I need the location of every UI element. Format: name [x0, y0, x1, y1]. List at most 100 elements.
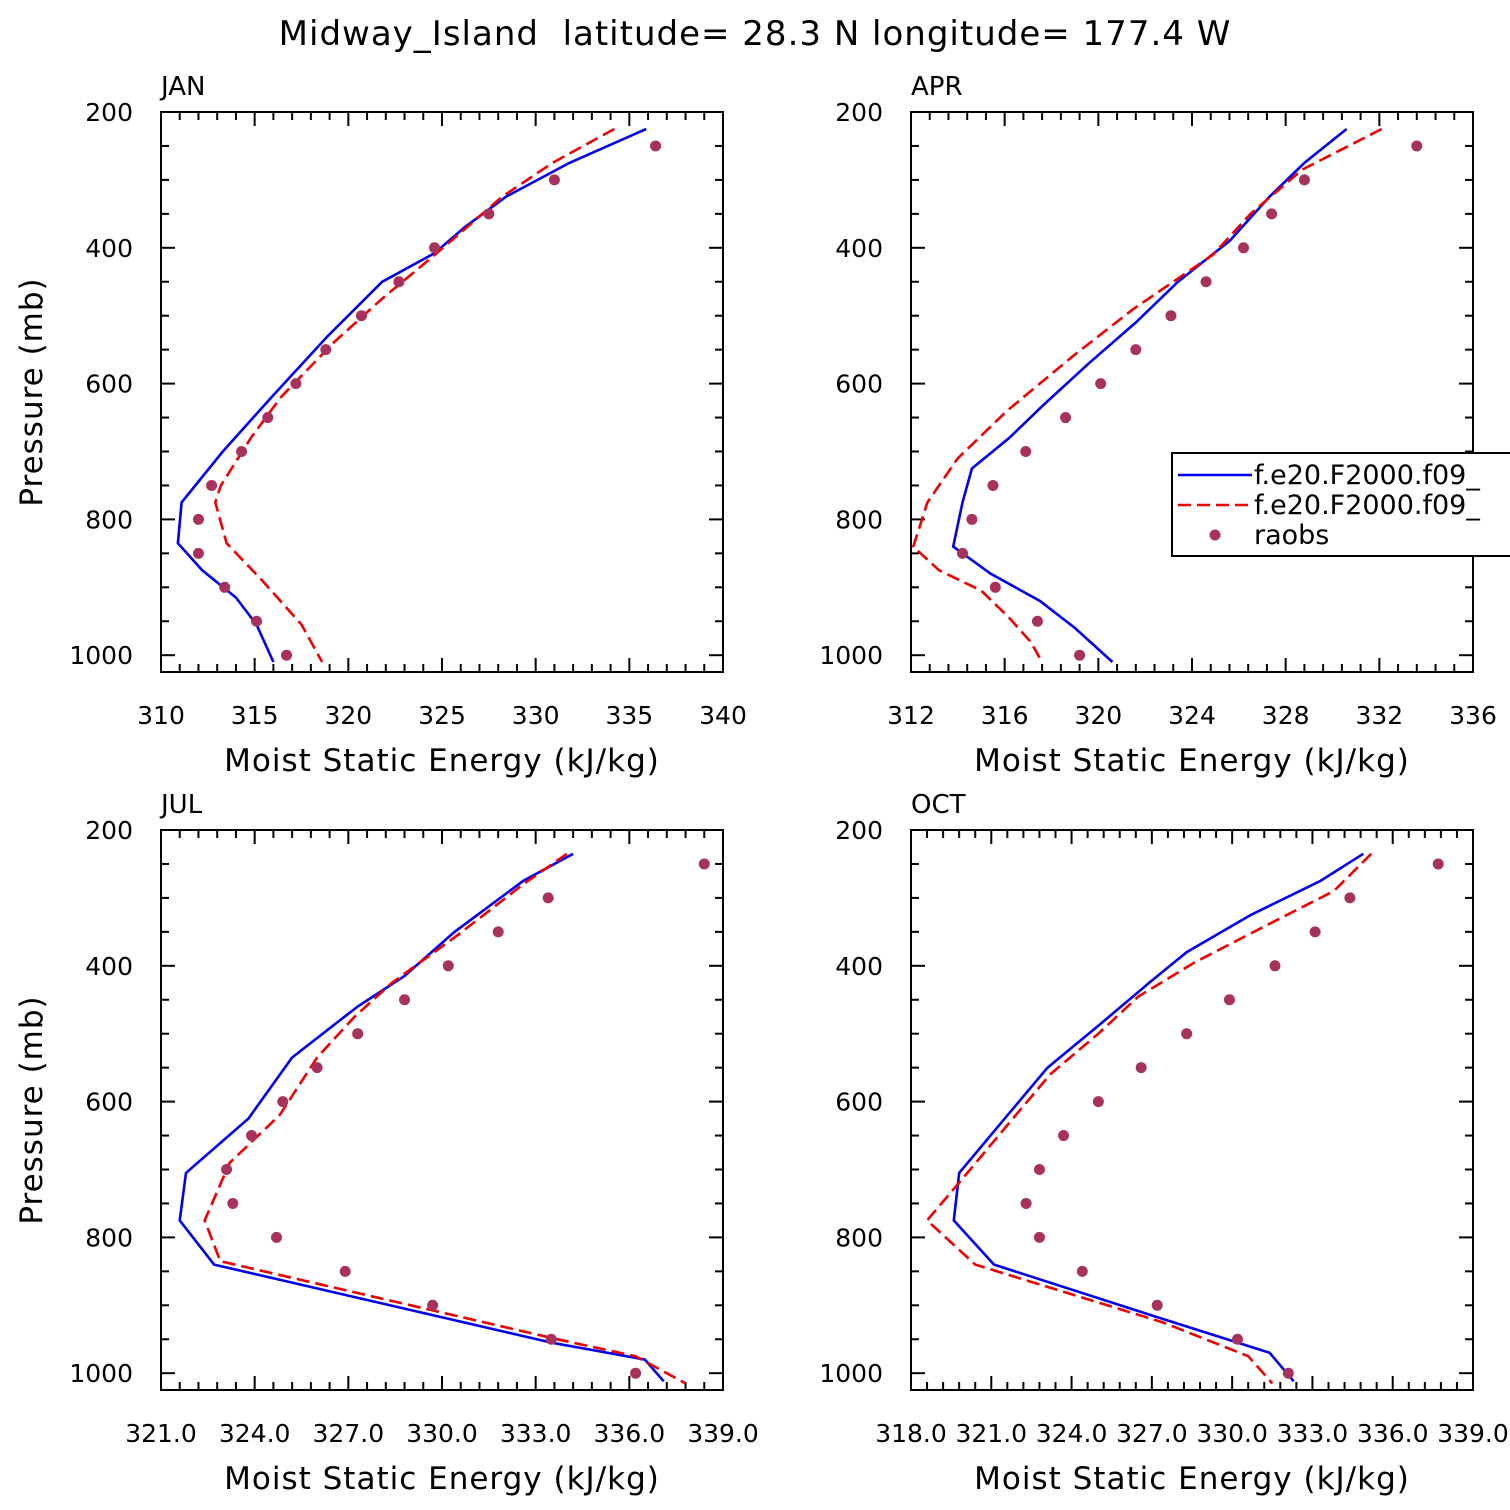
y-tick-label: 1000	[69, 1359, 133, 1388]
x-tick-label: 340	[699, 701, 747, 730]
legend-swatch-raobs	[1209, 529, 1221, 541]
plot-frame	[160, 829, 724, 1391]
raobs-point-450	[1200, 276, 1212, 288]
y-tick-label: 1000	[819, 1359, 883, 1388]
y-tick-label: 1000	[69, 641, 133, 670]
raobs-point-900	[219, 581, 231, 593]
raobs-point-850	[957, 547, 969, 559]
raobs-point-500	[1165, 310, 1177, 322]
raobs-point-850	[339, 1265, 351, 1277]
raobs-point-650	[1058, 1130, 1070, 1142]
raobs-point-800	[966, 513, 978, 525]
raobs-point-750	[227, 1197, 239, 1209]
y-tick-label: 600	[85, 370, 133, 399]
raobs-point-550	[1130, 344, 1142, 356]
series-line-model2	[213, 127, 615, 663]
raobs-point-650	[262, 412, 274, 424]
x-tick-label: 330.0	[406, 1419, 478, 1448]
series-line-model2	[925, 852, 1373, 1385]
raobs-point-500	[355, 310, 367, 322]
x-tick-label: 325	[418, 701, 466, 730]
y-tick-label: 400	[835, 234, 883, 263]
x-tick-label: 339.0	[687, 1419, 759, 1448]
x-tick-label: 327.0	[1116, 1419, 1188, 1448]
y-tick-label: 800	[85, 1223, 133, 1252]
y-tick-label: 600	[85, 1088, 133, 1117]
raobs-point-600	[1092, 1096, 1104, 1108]
raobs-point-700	[1033, 1164, 1045, 1175]
raobs-point-400	[1269, 960, 1281, 972]
raobs-point-400	[1238, 242, 1250, 254]
raobs-point-600	[1095, 378, 1107, 390]
raobs-point-1000	[1282, 1367, 1294, 1379]
x-axis-label: Moist Static Energy (kJ/kg)	[974, 1461, 1410, 1497]
raobs-point-900	[989, 581, 1001, 593]
panel-label: JAN	[159, 72, 205, 102]
y-tick-label: 600	[835, 370, 883, 399]
x-tick-label: 328	[1262, 701, 1310, 730]
series-line-model1	[176, 127, 647, 663]
panels: JAN 200 400 600 800 1000 310 315 320 325 330 335 340…	[14, 72, 1509, 1497]
raobs-point-700	[1020, 446, 1032, 457]
legend-label: f.e20.F2000.f09_	[1254, 460, 1480, 491]
x-tick-label: 324	[1168, 701, 1216, 730]
x-tick-label: 310	[137, 701, 185, 730]
panel-label: JUL	[159, 790, 203, 820]
x-tick-label: 327.0	[313, 1419, 385, 1448]
raobs-point-250	[650, 140, 662, 152]
raobs-point-700	[221, 1164, 233, 1175]
x-tick-label: 332	[1355, 701, 1403, 730]
y-tick-label: 800	[835, 505, 883, 534]
legend-label: raobs	[1254, 520, 1329, 551]
raobs-point-950	[1231, 1333, 1243, 1345]
series-line-model2	[911, 127, 1383, 663]
x-tick-label: 330.0	[1196, 1419, 1268, 1448]
chart-panel-oct: OCT 200 400 600 800 1000 318.0 321.0 324.0 327.0 3…	[819, 790, 1508, 1497]
x-tick-label: 336	[1449, 701, 1497, 730]
raobs-point-450	[399, 994, 411, 1006]
panel-label: OCT	[911, 790, 966, 820]
raobs-point-600	[277, 1096, 289, 1108]
raobs-point-650	[246, 1130, 258, 1142]
x-tick-label: 315	[231, 701, 279, 730]
raobs-point-450	[393, 276, 405, 288]
x-tick-label: 320	[1074, 701, 1122, 730]
x-tick-label: 321.0	[955, 1419, 1027, 1448]
y-tick-label: 200	[835, 816, 883, 845]
legend: f.e20.F2000.f09_f.e20.F2000.f09_raobs	[1171, 452, 1510, 557]
series-line-model1	[951, 127, 1348, 663]
raobs-point-1000	[281, 649, 293, 661]
raobs-point-550	[1135, 1062, 1147, 1074]
series-line-model2	[203, 852, 687, 1385]
y-axis-label: Pressure (mb)	[14, 277, 50, 506]
x-tick-label: 336.0	[1357, 1419, 1429, 1448]
x-tick-label: 330	[512, 701, 560, 730]
raobs-point-800	[192, 513, 204, 525]
x-axis-label: Moist Static Energy (kJ/kg)	[224, 743, 660, 779]
raobs-point-800	[1033, 1231, 1045, 1243]
raobs-point-350	[483, 208, 495, 220]
raobs-point-600	[290, 378, 302, 390]
raobs-point-800	[271, 1231, 283, 1243]
chart-panel-jul: JUL 200 400 600 800 1000 321.0 324.0 327.0 330.0 3…	[14, 790, 759, 1497]
raobs-point-350	[1309, 926, 1321, 938]
plot-frame	[160, 111, 724, 673]
raobs-point-350	[492, 926, 504, 938]
y-tick-label: 200	[85, 98, 133, 127]
x-tick-label: 333.0	[1277, 1419, 1349, 1448]
raobs-point-300	[1344, 892, 1356, 904]
raobs-point-950	[545, 1333, 557, 1345]
raobs-point-500	[1181, 1028, 1193, 1040]
raobs-point-350	[1266, 208, 1278, 220]
raobs-point-250	[1432, 858, 1444, 870]
x-tick-label: 321.0	[125, 1419, 197, 1448]
raobs-point-450	[1223, 994, 1235, 1006]
raobs-point-950	[251, 615, 263, 627]
y-tick-label: 800	[85, 505, 133, 534]
raobs-point-900	[1151, 1299, 1163, 1311]
y-tick-label: 800	[835, 1223, 883, 1252]
y-tick-label: 400	[85, 234, 133, 263]
legend-label: f.e20.F2000.f09_	[1254, 490, 1480, 521]
raobs-point-1000	[630, 1367, 642, 1379]
raobs-point-400	[429, 242, 441, 254]
